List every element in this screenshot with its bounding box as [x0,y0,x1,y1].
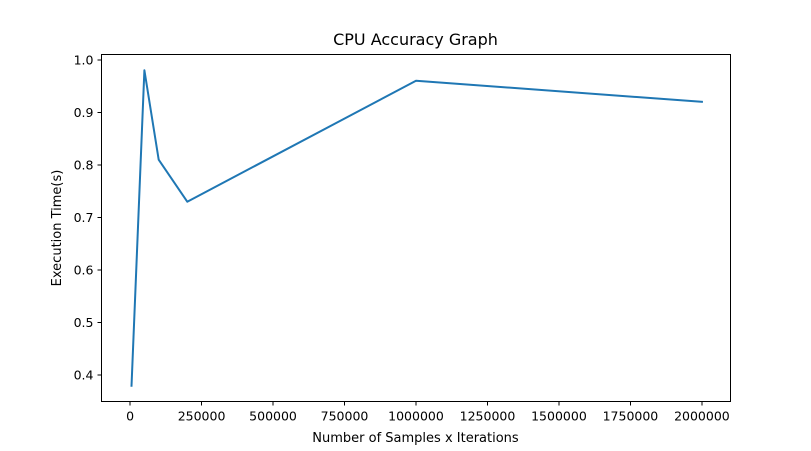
y-tick-label: 0.6 [74,263,94,278]
y-axis-label: Execution Time(s) [50,170,65,287]
data-point [186,201,188,203]
data-point [701,101,703,103]
data-point [143,69,145,71]
x-axis: 0 250000 500000 750000 1000000 1250000 1500000… [126,401,730,424]
y-axis: 0.4 0.5 0.6 0.7 0.8 0.9 1.0 [74,52,102,383]
data-point [158,159,160,161]
x-tick-label: 500000 [249,409,297,424]
x-tick-label: 2000000 [674,409,730,424]
plot-area [130,69,703,387]
y-tick-label: 0.5 [74,315,94,330]
x-tick-label: 250000 [178,409,226,424]
data-point [135,280,137,282]
y-tick-label: 0.9 [74,105,94,120]
x-tick-label: 1750000 [603,409,659,424]
x-axis-label: Number of Samples x Iterations [312,431,519,446]
x-tick-label: 0 [126,409,134,424]
y-tick-label: 0.4 [74,368,94,383]
x-tick-label: 1250000 [460,409,516,424]
x-tick-label: 1500000 [531,409,587,424]
y-tick-label: 0.8 [74,157,94,172]
x-tick-label: 750000 [321,409,369,424]
y-tick-label: 0.7 [74,210,94,225]
y-tick-label: 1.0 [74,52,94,67]
data-point [415,80,417,82]
chart-title: CPU Accuracy Graph [333,30,498,49]
x-tick-label: 1000000 [388,409,444,424]
data-point [131,385,133,387]
